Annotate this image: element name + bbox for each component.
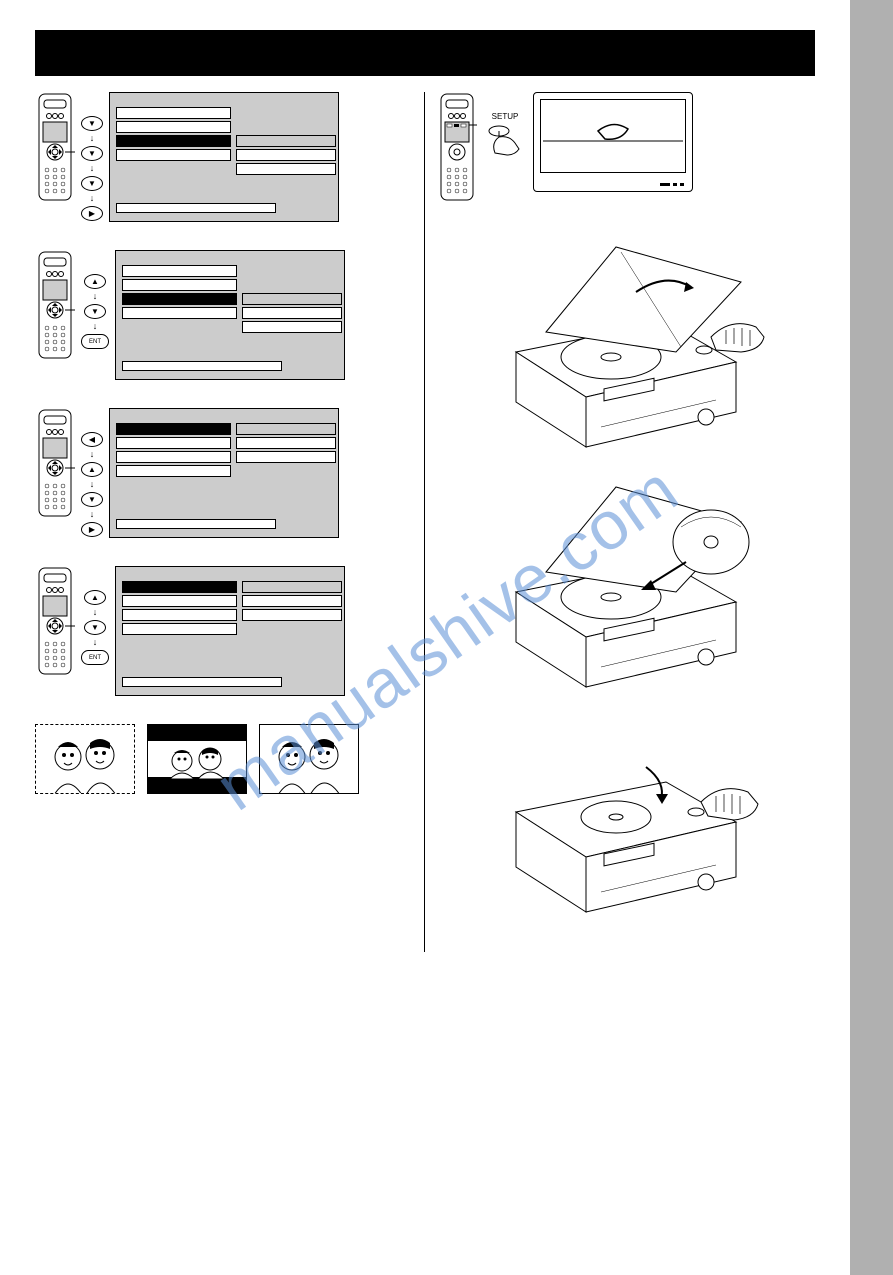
connector-arrow-icon: ↓ xyxy=(93,638,98,647)
arrow-up-button: ▲ xyxy=(81,462,103,477)
setup-label: SETUP xyxy=(492,112,519,121)
button-sequence: ▲ ↓ ▼ ↓ ENT xyxy=(81,566,109,665)
menu-item xyxy=(116,437,231,449)
onscreen-menu xyxy=(109,92,339,222)
arrow-up-button: ▲ xyxy=(84,590,106,605)
connector-arrow-icon: ↓ xyxy=(90,164,95,173)
menu-hint-bar xyxy=(116,203,276,213)
menu-item xyxy=(122,623,237,635)
menu-item xyxy=(122,581,237,593)
menu-item xyxy=(116,451,231,463)
submenu-item xyxy=(236,451,336,463)
menu-item xyxy=(122,265,237,277)
connector-arrow-icon: ↓ xyxy=(90,510,95,519)
cartoon-people-icon xyxy=(260,725,359,794)
tv-aspect-strip xyxy=(35,724,412,794)
menu-item xyxy=(122,595,237,607)
ent-button: ENT xyxy=(81,650,109,665)
connector-arrow-icon: ↓ xyxy=(90,480,95,489)
onscreen-menu xyxy=(115,250,345,380)
submenu-item xyxy=(236,135,336,147)
menu-hint-bar xyxy=(122,677,282,687)
arrow-down-button: ▼ xyxy=(81,116,103,131)
arrow-left-button: ◀ xyxy=(81,432,103,447)
menu-item xyxy=(122,279,237,291)
arrow-down-button: ▼ xyxy=(81,146,103,161)
menu-step: ◀ ↓ ▲ ↓ ▼ ↓ ▶ xyxy=(35,408,412,538)
cartoon-people-icon xyxy=(148,725,247,794)
submenu-item xyxy=(242,293,342,305)
menu-hint-bar xyxy=(122,361,282,371)
onscreen-menu xyxy=(115,566,345,696)
title-bar xyxy=(35,30,815,76)
remote-icon xyxy=(35,250,75,360)
connector-arrow-icon: ↓ xyxy=(90,134,95,143)
ent-button: ENT xyxy=(81,334,109,349)
setup-button-callout: SETUP xyxy=(485,92,525,159)
menu-step: ▼ ↓ ▼ ↓ ▼ ↓ ▶ xyxy=(35,92,412,222)
device-open-lid xyxy=(486,232,766,452)
splash-icon xyxy=(543,101,683,171)
button-sequence: ▼ ↓ ▼ ↓ ▼ ↓ ▶ xyxy=(81,92,103,221)
arrow-down-button: ▼ xyxy=(84,620,106,635)
menu-item xyxy=(116,135,231,147)
remote-icon xyxy=(437,92,477,202)
arrow-up-button: ▲ xyxy=(84,274,106,289)
menu-item xyxy=(116,121,231,133)
connector-arrow-icon: ↓ xyxy=(93,322,98,331)
cartoon-people-icon xyxy=(36,725,135,794)
menu-item xyxy=(116,423,231,435)
remote-icon xyxy=(35,92,75,202)
button-sequence: ▲ ↓ ▼ ↓ ENT xyxy=(81,250,109,349)
remote-icon xyxy=(35,566,75,676)
tv-mode-lb xyxy=(147,724,247,794)
menu-item xyxy=(116,149,231,161)
tv-mode-wide xyxy=(259,724,359,794)
submenu-item xyxy=(236,437,336,449)
submenu-item xyxy=(242,609,342,621)
submenu-item xyxy=(236,149,336,161)
arrow-down-button: ▼ xyxy=(81,176,103,191)
left-column: ▼ ↓ ▼ ↓ ▼ ↓ ▶ ▲ ↓ ▼ ↓ ENT ◀ ↓ ▲ ↓ ▼ ↓ ▶ xyxy=(35,92,425,952)
onscreen-menu xyxy=(109,408,339,538)
tv-mode-ps xyxy=(35,724,135,794)
submenu-item xyxy=(242,307,342,319)
submenu-item xyxy=(242,595,342,607)
connector-arrow-icon: ↓ xyxy=(93,608,98,617)
connector-arrow-icon: ↓ xyxy=(90,194,95,203)
menu-hint-bar xyxy=(116,519,276,529)
device-close-lid xyxy=(486,712,766,932)
remote-icon xyxy=(35,408,75,518)
setup-step: SETUP xyxy=(437,92,815,202)
menu-item xyxy=(116,465,231,477)
press-button-icon xyxy=(485,123,525,159)
submenu-item xyxy=(242,321,342,333)
submenu-item xyxy=(236,163,336,175)
submenu-item xyxy=(236,423,336,435)
menu-step: ▲ ↓ ▼ ↓ ENT xyxy=(35,566,412,696)
menu-item xyxy=(116,107,231,119)
menu-item xyxy=(122,609,237,621)
page-edge-strip xyxy=(850,0,893,1275)
submenu-item xyxy=(242,581,342,593)
manual-page: ▼ ↓ ▼ ↓ ▼ ↓ ▶ ▲ ↓ ▼ ↓ ENT ◀ ↓ ▲ ↓ ▼ ↓ ▶ xyxy=(0,0,850,1275)
arrow-right-button: ▶ xyxy=(81,206,103,221)
button-sequence: ◀ ↓ ▲ ↓ ▼ ↓ ▶ xyxy=(81,408,103,537)
arrow-down-button: ▼ xyxy=(84,304,106,319)
right-column: SETUP xyxy=(425,92,815,952)
content-columns: ▼ ↓ ▼ ↓ ▼ ↓ ▶ ▲ ↓ ▼ ↓ ENT ◀ ↓ ▲ ↓ ▼ ↓ ▶ xyxy=(35,92,815,952)
tv-screen xyxy=(533,92,693,192)
connector-arrow-icon: ↓ xyxy=(93,292,98,301)
menu-item xyxy=(122,307,237,319)
arrow-down-button: ▼ xyxy=(81,492,103,507)
device-insert-disc xyxy=(486,472,766,692)
menu-item xyxy=(122,293,237,305)
arrow-right-button: ▶ xyxy=(81,522,103,537)
menu-step: ▲ ↓ ▼ ↓ ENT xyxy=(35,250,412,380)
connector-arrow-icon: ↓ xyxy=(90,450,95,459)
